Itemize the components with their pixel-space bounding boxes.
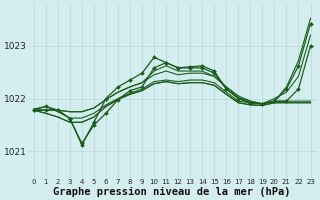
X-axis label: Graphe pression niveau de la mer (hPa): Graphe pression niveau de la mer (hPa)	[53, 186, 291, 197]
